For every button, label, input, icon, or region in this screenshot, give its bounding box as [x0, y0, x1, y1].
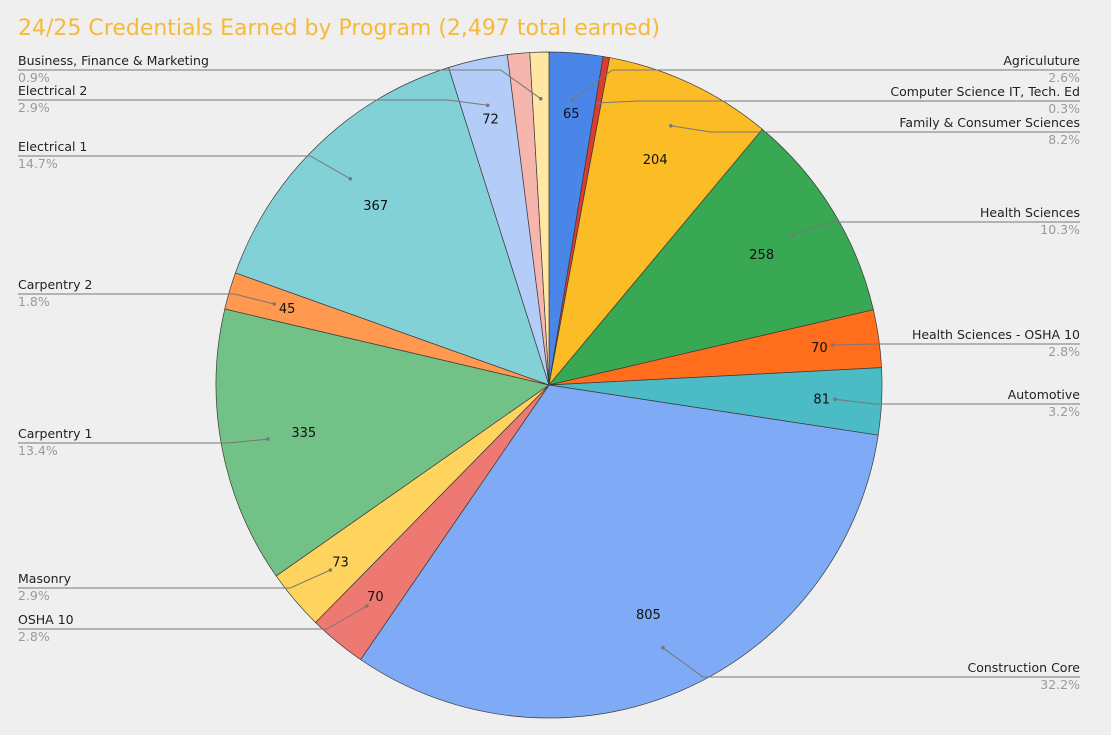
leader-line	[18, 438, 268, 444]
pie-slice-electrical-1	[234, 67, 550, 386]
leader-line	[598, 100, 1080, 104]
slice-label-percent: 32.2%	[1040, 677, 1080, 692]
chart-title: 24/25 Credentials Earned by Program (2,4…	[18, 16, 660, 41]
slice-value-label: 367	[363, 199, 388, 214]
slice-label-percent: 10.3%	[1040, 222, 1080, 237]
pie-slice-business-finance-marketing	[529, 51, 550, 386]
leader-line	[18, 69, 541, 100]
slice-value-label: 70	[367, 590, 384, 605]
pie-slice-family-consumer-sciences	[548, 57, 763, 387]
slice-label-percent: 2.9%	[18, 588, 50, 603]
slice-label-percent: 0.9%	[18, 70, 50, 85]
slice-value-label: 45	[279, 302, 296, 317]
slice-label-name: Masonry	[18, 571, 72, 586]
slice-value-labels: 65 204 258 70 81 805 70 73 335 45 367 72	[279, 107, 830, 623]
slice-labels: Agriculuture 2.6%Computer Science IT, Tec…	[18, 53, 1080, 692]
slice-label-percent: 14.7%	[18, 156, 58, 171]
slice-label-name: Automotive	[1008, 387, 1081, 402]
leader-line	[18, 293, 275, 305]
slice-value-label: 81	[813, 393, 830, 408]
leader-lines	[18, 69, 1080, 678]
slice-value-label: 73	[332, 555, 349, 570]
slice-label-percent: 2.9%	[18, 100, 50, 115]
pie-slice-construction-core	[360, 384, 879, 719]
leader-line	[662, 647, 1080, 678]
slice-label-name: Carpentry 1	[18, 426, 92, 441]
pie-slice-carpentry-1	[215, 308, 550, 577]
slice-label-percent: 2.6%	[1048, 70, 1080, 85]
leader-line	[18, 155, 351, 180]
slice-label-percent: 2.8%	[18, 629, 50, 644]
slice-label-percent: 8.2%	[1048, 132, 1080, 147]
slice-label-name: Electrical 1	[18, 139, 87, 154]
slice-label-name: Health Sciences	[980, 205, 1080, 220]
slice-label-name: Business, Finance & Marketing	[18, 53, 209, 68]
slice-label-name: Health Sciences - OSHA 10	[912, 327, 1080, 342]
leader-line	[18, 605, 368, 630]
leader-line	[572, 69, 1080, 101]
slice-value-label: 65	[563, 107, 580, 122]
slice-label-name: Carpentry 2	[18, 277, 92, 292]
slice-label-name: Computer Science IT, Tech. Ed	[890, 84, 1080, 99]
slice-label-percent: 3.2%	[1048, 404, 1080, 419]
leader-line	[18, 569, 331, 589]
leader-line	[834, 398, 1080, 405]
slice-value-label: 72	[482, 112, 499, 127]
slice-value-label: 204	[643, 153, 668, 168]
slice-label-name: OSHA 10	[18, 612, 74, 627]
leader-dot	[830, 343, 835, 347]
slice-label-name: Family & Consumer Sciences	[899, 115, 1080, 130]
slice-value-label: 258	[749, 248, 774, 263]
slice-label-percent: 2.8%	[1048, 344, 1080, 359]
slice-label-percent: 1.8%	[18, 294, 50, 309]
leader-line	[792, 221, 1080, 236]
slice-label-name: Construction Core	[968, 660, 1081, 675]
slice-value-label: 70	[811, 341, 828, 356]
leader-line	[18, 99, 488, 106]
pie-slice-health-sciences	[548, 128, 874, 386]
slice-label-name: Agriculuture	[1003, 53, 1080, 68]
leader-line	[832, 343, 1080, 346]
slice-label-percent: 0.3%	[1048, 101, 1080, 116]
slice-value-label: 335	[291, 426, 316, 441]
slice-label-percent: 13.4%	[18, 443, 58, 458]
pie-slices	[215, 51, 883, 719]
slice-label-name: Electrical 2	[18, 83, 87, 98]
slice-value-label: 805	[636, 608, 661, 623]
leader-line	[670, 125, 1080, 133]
